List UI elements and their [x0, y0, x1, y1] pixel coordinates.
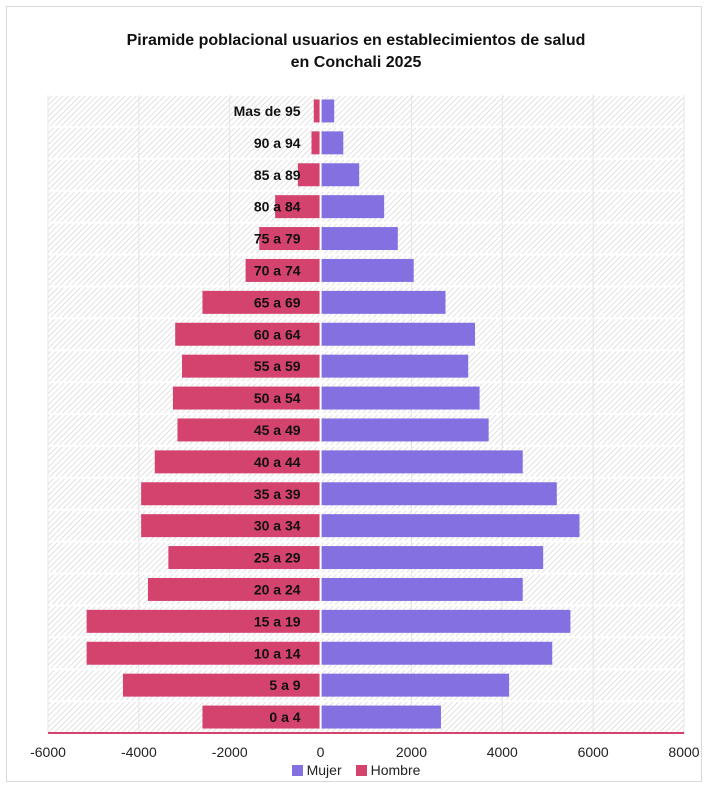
bar-mujer-15	[320, 546, 544, 570]
bar-mujer-12	[320, 450, 523, 474]
bar-mujer-17	[320, 609, 571, 633]
category-label: 35 a 39	[254, 486, 301, 502]
bar-hombre-12	[154, 450, 321, 474]
bar-hombre-18	[86, 641, 321, 665]
bar-mujer-13	[320, 482, 557, 506]
bar-mujer-18	[320, 641, 553, 665]
category-label: 60 a 64	[254, 326, 301, 342]
chart-title-line-2: en Conchali 2025	[290, 54, 422, 71]
x-tick-label: 2000	[396, 744, 427, 760]
bar-hombre-6	[245, 258, 321, 282]
x-tick-label: 0	[317, 744, 325, 760]
bar-mujer-3	[320, 163, 360, 187]
x-tick-label: 6000	[578, 744, 609, 760]
bar-mujer-8	[320, 322, 476, 346]
bar-mujer-5	[320, 227, 398, 251]
bar-hombre-5	[259, 227, 321, 251]
bar-mujer-14	[320, 514, 580, 538]
legend-swatch-mujer	[291, 764, 303, 776]
bar-mujer-10	[320, 386, 480, 410]
bar-hombre-14	[141, 514, 321, 538]
bar-mujer-2	[320, 131, 344, 155]
category-label: 70 a 74	[254, 262, 301, 278]
category-label: 90 a 94	[254, 135, 301, 151]
legend-entry-hombre: Hombre	[355, 762, 421, 778]
chart-title: Piramide poblacional usuarios en estable…	[0, 30, 712, 74]
category-label: 25 a 29	[254, 550, 301, 566]
x-tick-label: 4000	[487, 744, 518, 760]
bar-hombre-16	[147, 577, 321, 601]
bar-hombre-4	[275, 195, 321, 219]
bar-mujer-1	[320, 99, 335, 123]
bar-mujer-11	[320, 418, 489, 442]
legend-entry-mujer: Mujer	[291, 762, 342, 778]
category-label: 50 a 54	[254, 390, 301, 406]
category-label: 85 a 89	[254, 167, 301, 183]
bar-hombre-15	[168, 546, 321, 570]
category-label: 75 a 79	[254, 231, 301, 247]
category-label: Mas de 95	[234, 103, 301, 119]
category-label: 20 a 24	[254, 581, 301, 597]
bar-mujer-19	[320, 673, 510, 697]
bar-hombre-20	[202, 705, 321, 729]
category-label: 65 a 69	[254, 294, 301, 310]
bar-hombre-3	[297, 163, 321, 187]
x-tick-label: -6000	[30, 744, 66, 760]
bar-hombre-9	[182, 354, 321, 378]
chart-title-line-1: Piramide poblacional usuarios en estable…	[126, 32, 586, 49]
bar-hombre-11	[177, 418, 321, 442]
bar-hombre-10	[172, 386, 321, 410]
category-label: 0 a 4	[269, 709, 300, 725]
x-tick-label: 8000	[668, 744, 699, 760]
category-label: 15 a 19	[254, 613, 301, 629]
category-label: 40 a 44	[254, 454, 301, 470]
bar-mujer-4	[320, 195, 385, 219]
chart-legend: Mujer Hombre	[0, 762, 712, 778]
category-label: 80 a 84	[254, 199, 301, 215]
bar-hombre-2	[311, 131, 321, 155]
bar-mujer-16	[320, 577, 523, 601]
legend-label-hombre: Hombre	[370, 762, 421, 778]
x-tick-label: -2000	[212, 744, 248, 760]
category-label: 10 a 14	[254, 645, 301, 661]
bar-hombre-8	[175, 322, 321, 346]
bar-hombre-1	[313, 99, 321, 123]
category-label: 30 a 34	[254, 518, 301, 534]
bar-mujer-9	[320, 354, 469, 378]
bar-hombre-13	[141, 482, 321, 506]
legend-label-mujer: Mujer	[306, 762, 342, 778]
bar-hombre-7	[202, 290, 321, 314]
bar-mujer-6	[320, 258, 414, 282]
category-label: 45 a 49	[254, 422, 301, 438]
bar-mujer-20	[320, 705, 441, 729]
x-tick-label: -4000	[121, 744, 157, 760]
category-label: 55 a 59	[254, 358, 301, 374]
legend-swatch-hombre	[355, 764, 367, 776]
bar-hombre-19	[122, 673, 321, 697]
bar-mujer-7	[320, 290, 446, 314]
category-label: 5 a 9	[269, 677, 300, 693]
bar-hombre-17	[86, 609, 321, 633]
